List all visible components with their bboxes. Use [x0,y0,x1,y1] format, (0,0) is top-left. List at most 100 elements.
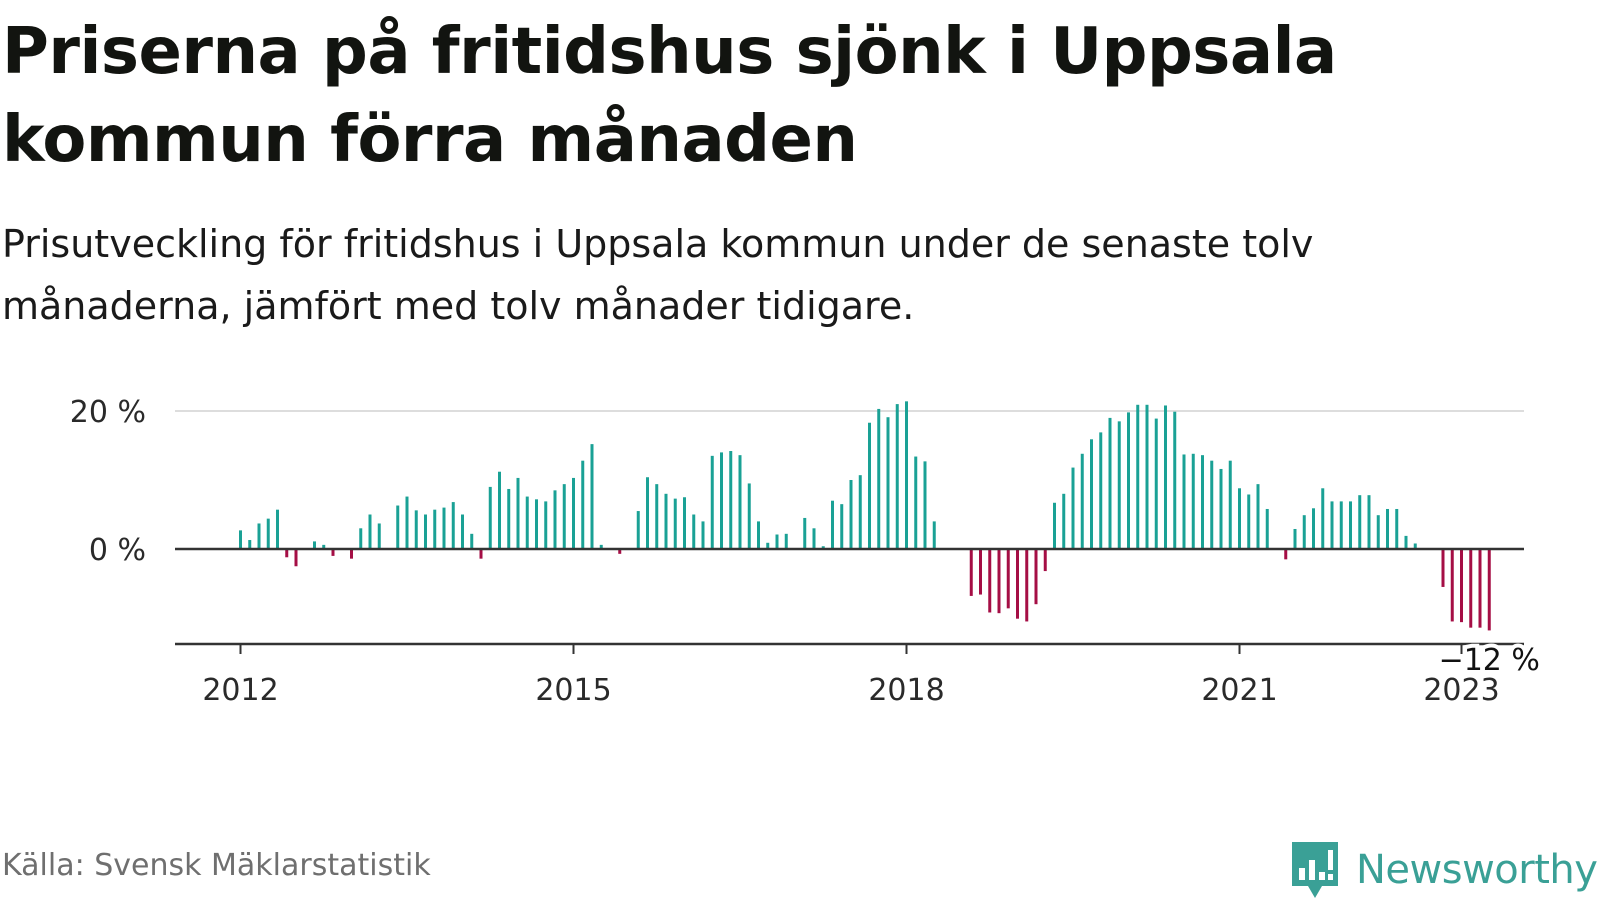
bar [914,456,918,549]
bar [1228,460,1232,549]
bar [1487,549,1491,631]
bar [322,544,326,549]
bar [738,455,742,549]
bar [1071,467,1075,549]
bar [1016,549,1019,619]
bar [396,505,400,549]
bar [710,455,714,549]
bar [276,509,279,549]
bar [553,490,557,549]
bar [442,507,446,549]
bar [886,417,890,549]
bar [248,540,252,549]
bar [368,514,372,549]
brand-name: Newsworthy [1356,847,1598,893]
x-tick-label: 2012 [202,673,278,708]
bar [544,501,548,549]
y-tick-label: 20 % [70,395,146,430]
x-tick-label: 2015 [535,673,611,708]
bar [470,533,474,549]
bar [1090,439,1093,549]
bar [1182,454,1186,549]
bar [1312,508,1315,549]
y-tick-label: 0 % [89,533,146,568]
bar [757,521,760,549]
bar [285,549,289,558]
bar [683,497,686,549]
bar [1256,484,1260,549]
bar [424,514,427,549]
bar [1173,411,1177,549]
bar [1154,418,1158,549]
x-tick-label: 2023 [1423,673,1499,708]
bar [479,549,483,559]
chart-title: Priserna på fritidshus sjönk i Uppsala k… [2,15,1337,177]
bar [1450,549,1454,622]
bar [1265,508,1269,549]
bar [1469,549,1473,628]
x-tick-labels: 2012 2015 2018 2021 2023 [202,673,1499,708]
bar [720,452,723,549]
bar [895,404,899,549]
bar [1117,421,1121,549]
bar [488,486,492,549]
bar [266,518,270,549]
bar [1108,417,1112,549]
bar [831,500,834,549]
bar [1358,495,1362,549]
bar [618,549,622,554]
bar [1247,494,1251,549]
bar [1293,528,1297,549]
bar [590,444,594,549]
bar [414,510,418,549]
bar [1145,404,1149,549]
bar [1191,453,1195,549]
bar [1210,460,1214,549]
bar [784,533,788,549]
bar [1164,405,1167,549]
bar [1339,501,1343,549]
bar [1395,508,1399,549]
bar [1284,549,1288,560]
bar [1413,543,1417,549]
bar [1404,535,1408,549]
bar [461,514,464,549]
bar [812,528,816,549]
source-note: Källa: Svensk Mäklarstatistik [2,848,431,883]
bar [405,496,409,549]
bar [1330,501,1334,549]
bar [1201,455,1204,549]
brand-logo[interactable]: Newsworthy [1290,840,1598,900]
bar [350,549,353,559]
bar [646,477,649,549]
bar [1062,493,1066,549]
bar [664,493,668,549]
bar [599,544,603,549]
bar [294,549,298,567]
bar [1053,502,1056,549]
bar [377,523,381,549]
bar [1321,488,1325,549]
bar [979,549,982,595]
bar [858,475,862,549]
bar [1127,412,1130,549]
bar [1367,495,1371,549]
bar [1043,549,1047,572]
bar [905,401,908,549]
bar [840,504,844,549]
bar [562,484,566,549]
bar [581,460,585,549]
bar [1025,549,1029,622]
bars [239,401,1491,631]
bar [498,471,501,549]
chart-subtitle: Prisutveckling för fritidshus i Uppsala … [2,222,1314,328]
bar [1034,549,1038,605]
bar [1386,508,1389,549]
bar [1478,549,1482,628]
bar [1219,468,1223,549]
bar [1441,549,1445,587]
bar [923,461,927,549]
bar [507,488,511,549]
bar [821,546,825,549]
bar [766,542,770,549]
